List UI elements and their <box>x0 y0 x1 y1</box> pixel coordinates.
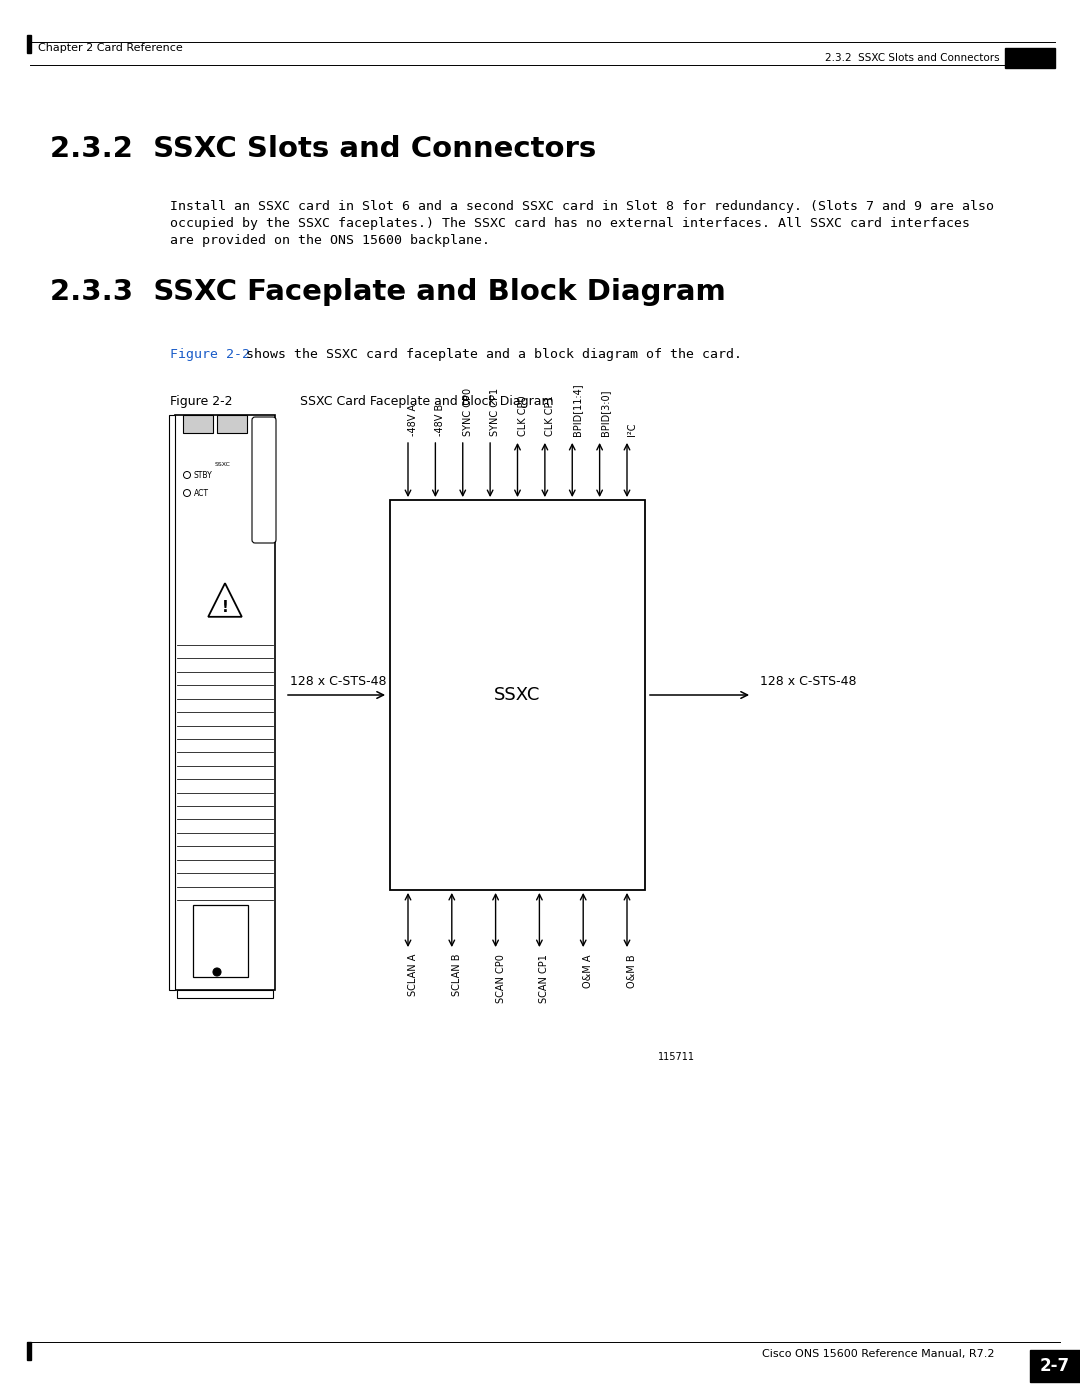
Text: 2.3.3  SSXC Faceplate and Block Diagram: 2.3.3 SSXC Faceplate and Block Diagram <box>50 278 726 306</box>
Text: Figure 2-2: Figure 2-2 <box>170 395 232 408</box>
Text: Install an SSXC card in Slot 6 and a second SSXC card in Slot 8 for redundancy. : Install an SSXC card in Slot 6 and a sec… <box>170 200 994 212</box>
Circle shape <box>184 489 190 496</box>
Text: 115711: 115711 <box>658 1052 696 1062</box>
Text: -48V B: -48V B <box>435 404 445 436</box>
Text: SCLAN A: SCLAN A <box>408 954 418 996</box>
Text: ACT: ACT <box>194 489 210 497</box>
Text: 2-7: 2-7 <box>1040 1356 1070 1375</box>
Text: I²C: I²C <box>627 422 637 436</box>
Circle shape <box>184 472 190 479</box>
Bar <box>1030 1350 1080 1382</box>
FancyBboxPatch shape <box>252 416 276 543</box>
Text: 128 x C-STS-48: 128 x C-STS-48 <box>760 675 856 687</box>
Text: Chapter 2 Card Reference: Chapter 2 Card Reference <box>38 43 183 53</box>
Bar <box>217 415 247 433</box>
Text: occupied by the SSXC faceplates.) The SSXC card has no external interfaces. All : occupied by the SSXC faceplates.) The SS… <box>170 217 970 231</box>
Text: O&M B: O&M B <box>627 954 637 988</box>
Text: !: ! <box>221 601 229 616</box>
Bar <box>27 1343 31 1361</box>
Bar <box>1005 47 1055 68</box>
Text: are provided on the ONS 15600 backplane.: are provided on the ONS 15600 backplane. <box>170 235 490 247</box>
Text: -48V A: -48V A <box>408 404 418 436</box>
Text: STBY: STBY <box>194 471 213 479</box>
Bar <box>255 420 273 541</box>
Text: Cisco ONS 15600 Reference Manual, R7.2: Cisco ONS 15600 Reference Manual, R7.2 <box>762 1350 995 1359</box>
Text: O&M A: O&M A <box>583 954 593 988</box>
Text: SYNC CP0: SYNC CP0 <box>462 388 473 436</box>
Bar <box>193 905 248 977</box>
Text: SYNC CP1: SYNC CP1 <box>490 388 500 436</box>
Text: shows the SSXC card faceplate and a block diagram of the card.: shows the SSXC card faceplate and a bloc… <box>238 348 742 360</box>
Text: BPID[3:0]: BPID[3:0] <box>599 390 609 436</box>
Text: SCAN CP1: SCAN CP1 <box>539 954 550 1003</box>
Text: BPID[11:4]: BPID[11:4] <box>572 383 582 436</box>
Bar <box>168 415 175 990</box>
Bar <box>177 990 273 997</box>
Text: SCLAN B: SCLAN B <box>451 954 462 996</box>
Text: 2.3.2  SSXC Slots and Connectors: 2.3.2 SSXC Slots and Connectors <box>50 136 596 163</box>
Bar <box>27 35 31 53</box>
Text: CLK CP1: CLK CP1 <box>545 395 555 436</box>
Bar <box>183 415 213 433</box>
Text: SSXC: SSXC <box>495 686 541 704</box>
Text: CLK CP0: CLK CP0 <box>517 395 527 436</box>
Text: SSXC Card Faceplate and Block Diagram: SSXC Card Faceplate and Block Diagram <box>280 395 554 408</box>
Circle shape <box>213 968 221 977</box>
Text: 128 x C-STS-48: 128 x C-STS-48 <box>291 675 387 687</box>
Text: SCAN CP0: SCAN CP0 <box>496 954 505 1003</box>
Text: SSXC: SSXC <box>215 462 231 468</box>
Text: 2.3.2  SSXC Slots and Connectors: 2.3.2 SSXC Slots and Connectors <box>825 53 1000 63</box>
Text: Figure 2-2: Figure 2-2 <box>170 348 249 360</box>
Bar <box>390 500 645 890</box>
Bar <box>175 415 275 990</box>
